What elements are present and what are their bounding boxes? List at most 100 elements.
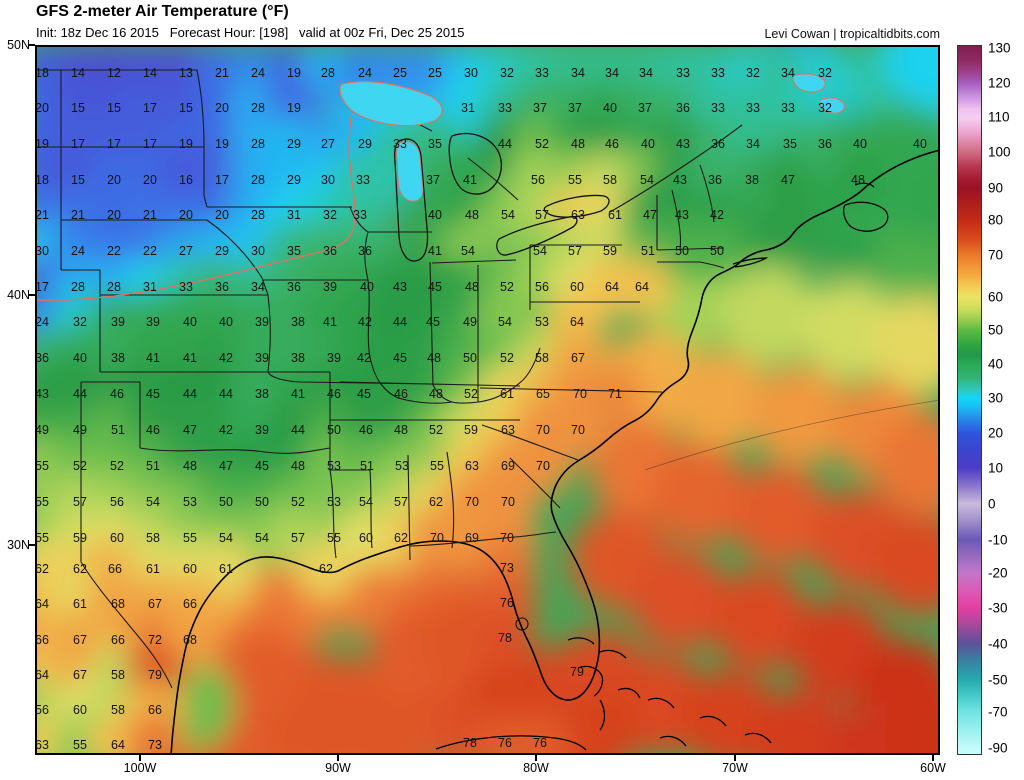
temp-field (35, 45, 940, 755)
temp-value: 39 (255, 315, 269, 329)
temp-value: 33 (498, 101, 512, 115)
credit-text: Levi Cowan | tropicaltidbits.com (764, 27, 940, 41)
temp-value: 46 (605, 137, 619, 151)
temp-value: 55 (35, 531, 49, 545)
temp-value: 40 (853, 137, 867, 151)
lon-tick-label: 90W (325, 761, 351, 775)
temp-value: 49 (463, 315, 477, 329)
colorbar-tick-label: 80 (988, 212, 1004, 228)
temp-value: 60 (183, 562, 197, 576)
temp-value: 38 (291, 315, 305, 329)
temp-value: 17 (71, 137, 85, 151)
temp-value: 14 (143, 66, 157, 80)
temp-value: 13 (179, 66, 193, 80)
temp-value: 58 (535, 351, 549, 365)
temp-value: 36 (358, 244, 372, 258)
temp-value: 38 (111, 351, 125, 365)
temp-value: 32 (323, 208, 337, 222)
colorbar-tick-label: -90 (988, 740, 1008, 756)
temp-value: 61 (500, 387, 514, 401)
temp-value: 64 (35, 597, 49, 611)
colorbar-tick-label: 130 (988, 40, 1011, 56)
temp-value: 15 (179, 101, 193, 115)
temp-value: 52 (429, 423, 443, 437)
temp-value: 21 (143, 208, 157, 222)
temp-value: 21 (71, 208, 85, 222)
temp-value: 28 (71, 280, 85, 294)
temp-value: 20 (143, 173, 157, 187)
lon-tick (139, 755, 141, 761)
colorbar-tick-label: 10 (988, 460, 1004, 476)
temp-value: 32 (73, 315, 87, 329)
temp-value: 54 (219, 531, 233, 545)
temp-value: 50 (219, 495, 233, 509)
colorbar-tick-label: -50 (988, 672, 1008, 688)
temp-value: 29 (287, 173, 301, 187)
temp-value: 40 (360, 280, 374, 294)
temp-value: 67 (148, 597, 162, 611)
temp-value: 54 (255, 531, 269, 545)
temp-value: 48 (291, 459, 305, 473)
temp-value: 34 (251, 280, 265, 294)
temp-value: 53 (327, 495, 341, 509)
temp-value: 61 (73, 597, 87, 611)
temp-value: 43 (35, 387, 49, 401)
temp-value: 15 (71, 101, 85, 115)
colorbar-tick-label: -20 (988, 565, 1008, 581)
temp-value: 67 (73, 668, 87, 682)
temp-value: 30 (35, 244, 49, 258)
colorbar-tick-label: 20 (988, 425, 1004, 441)
temp-value: 79 (148, 668, 162, 682)
temp-value: 29 (215, 244, 229, 258)
lat-tick (28, 544, 35, 546)
temp-value: 67 (73, 633, 87, 647)
temp-value: 32 (746, 66, 760, 80)
temp-value: 45 (357, 387, 371, 401)
temp-value: 25 (393, 66, 407, 80)
temp-value: 17 (107, 137, 121, 151)
temp-value: 60 (570, 280, 584, 294)
temp-value: 30 (321, 173, 335, 187)
colorbar-tick-label: -40 (988, 636, 1008, 652)
temp-value: 36 (818, 137, 832, 151)
temp-value: 78 (498, 631, 512, 645)
temp-value: 44 (291, 423, 305, 437)
temp-value: 42 (357, 351, 371, 365)
temp-value: 20 (35, 101, 49, 115)
temp-value: 37 (426, 173, 440, 187)
temp-value: 62 (429, 495, 443, 509)
temp-value: 55 (183, 531, 197, 545)
temp-value: 36 (711, 137, 725, 151)
temp-value: 44 (393, 315, 407, 329)
temp-value: 20 (215, 208, 229, 222)
lon-tick-label: 100W (123, 761, 157, 775)
temp-value: 56 (531, 173, 545, 187)
temp-value: 54 (640, 173, 654, 187)
colorbar-tick-label: -10 (988, 532, 1008, 548)
lake-ontario (543, 194, 610, 218)
temp-value: 46 (359, 423, 373, 437)
temp-value: 71 (608, 387, 622, 401)
temp-value: 41 (183, 351, 197, 365)
temp-value: 54 (501, 208, 515, 222)
temp-value: 40 (219, 315, 233, 329)
temp-value: 36 (708, 173, 722, 187)
colorbar-tick-label: 110 (988, 109, 1010, 125)
lon-tick (932, 755, 934, 761)
temp-value: 58 (146, 531, 160, 545)
lon-tick (337, 755, 339, 761)
temp-value: 39 (146, 315, 160, 329)
temp-value: 55 (327, 531, 341, 545)
temp-value: 48 (427, 351, 441, 365)
forecast-info-line: Init: 18z Dec 16 2015 Forecast Hour: [19… (36, 25, 465, 40)
temp-value: 41 (463, 173, 477, 187)
temp-value: 53 (327, 459, 341, 473)
colorbar-tick-label: 120 (988, 75, 1011, 91)
temp-value: 28 (107, 280, 121, 294)
temp-value: 19 (179, 137, 193, 151)
temp-value: 33 (179, 280, 193, 294)
lat-tick (28, 294, 35, 296)
temp-value: 65 (536, 387, 550, 401)
colorbar-tick-label: 40 (988, 356, 1004, 372)
temp-value: 40 (73, 351, 87, 365)
